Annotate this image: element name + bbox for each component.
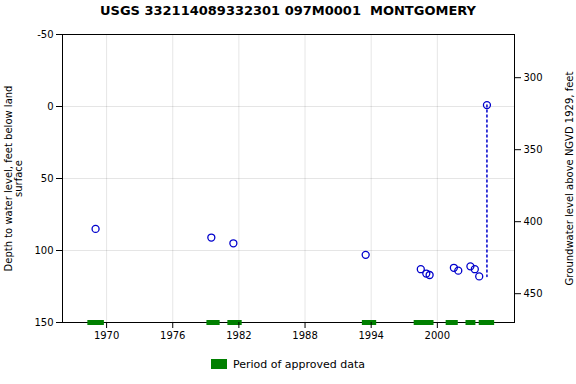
svg-text:1970: 1970 [94, 330, 119, 341]
svg-text:0: 0 [47, 101, 53, 112]
svg-text:300: 300 [524, 72, 543, 83]
html-text:Period of approved data: Period of approved data [232, 357, 366, 371]
svg-text:450: 450 [524, 288, 543, 299]
svg-text:-50: -50 [37, 29, 53, 40]
html-text:USGS 332114089332301 097M0001: USGS 332114089332301 097M0001 MONTGOMERY [100, 3, 476, 18]
svg-text:Groundwater level above NGVD 1: Groundwater level above NGVD 1929, feet [564, 72, 575, 286]
svg-text:2000: 2000 [425, 330, 450, 341]
svg-text:Depth to water level, feet bel: Depth to water level, feet below landsur… [3, 86, 24, 272]
svg-text:400: 400 [524, 216, 543, 227]
svg-text:1988: 1988 [292, 330, 317, 341]
svg-text:350: 350 [524, 144, 543, 155]
svg-text:1994: 1994 [358, 330, 383, 341]
svg-text:1982: 1982 [226, 330, 251, 341]
svg-text:100: 100 [34, 245, 53, 256]
svg-text:150: 150 [34, 317, 53, 328]
svg-text:1976: 1976 [160, 330, 185, 341]
svg-text:50: 50 [41, 173, 54, 184]
